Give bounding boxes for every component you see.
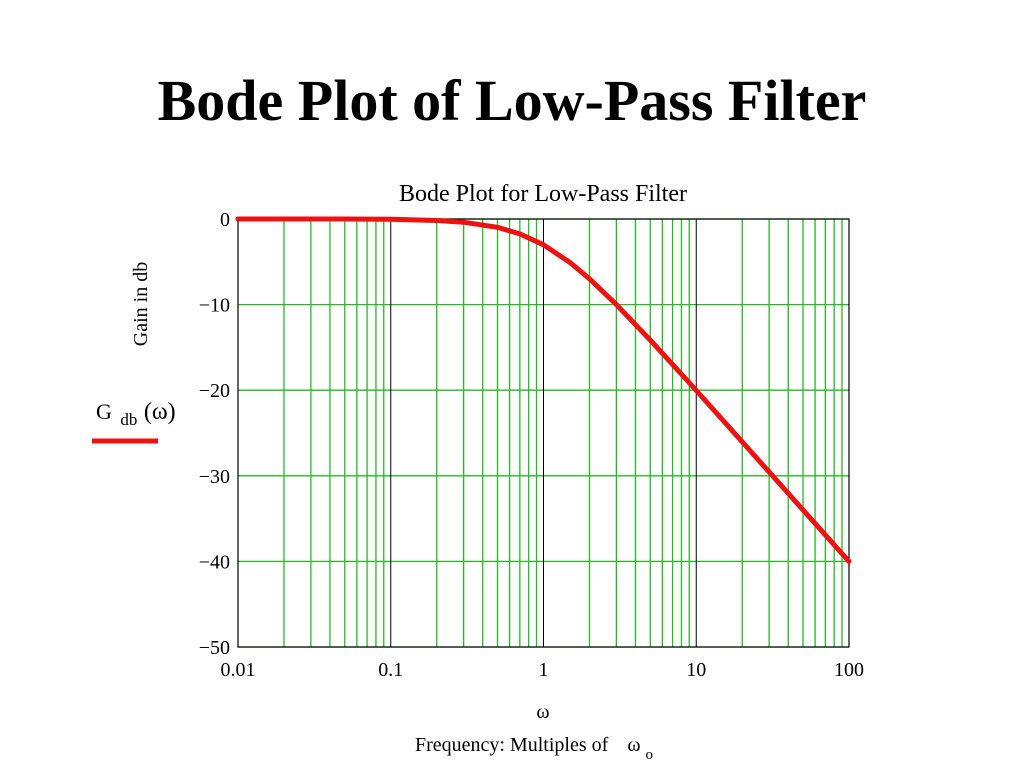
x-tick-labels: 0.01 0.1 1 10 100 (221, 659, 865, 681)
x-axis-label-symbol: ω (627, 734, 640, 756)
series-line (235, 216, 852, 564)
plot-frame (237, 218, 850, 648)
legend: G db (ω) (92, 399, 176, 444)
legend-label-sub: db (120, 410, 137, 429)
series-layer (235, 216, 852, 564)
y-tick-label: −40 (199, 551, 230, 573)
x-tick-label: 1 (539, 659, 549, 681)
x-axis-label: Frequency: Multiples of ω o (415, 734, 653, 763)
chart-title: Bode Plot for Low-Pass Filter (399, 181, 687, 207)
slide-title: Bode Plot of Low-Pass Filter (157, 68, 867, 133)
y-axis-label: Gain in db (130, 262, 152, 346)
legend-label-main: G (96, 399, 112, 424)
grid (237, 218, 850, 648)
legend-label: G db (ω) (96, 399, 176, 430)
x-axis-label-text: Frequency: Multiples of (415, 734, 609, 756)
x-tick-label: 10 (686, 659, 706, 681)
x-axis-label-subscript: o (645, 747, 653, 763)
y-tick-label: 0 (220, 209, 230, 231)
y-tick-label: −50 (199, 637, 230, 659)
x-tick-label: 0.1 (378, 659, 403, 681)
y-tick-label: −20 (199, 380, 230, 402)
y-tick-label: −10 (199, 295, 230, 317)
x-variable-label: ω (536, 701, 549, 723)
y-tick-label: −30 (199, 466, 230, 488)
x-tick-label: 0.01 (221, 659, 256, 681)
legend-label-arg: (ω) (144, 399, 176, 425)
y-tick-labels: 0 −10 −20 −30 −40 −50 (199, 209, 230, 659)
x-tick-label: 100 (834, 659, 864, 681)
